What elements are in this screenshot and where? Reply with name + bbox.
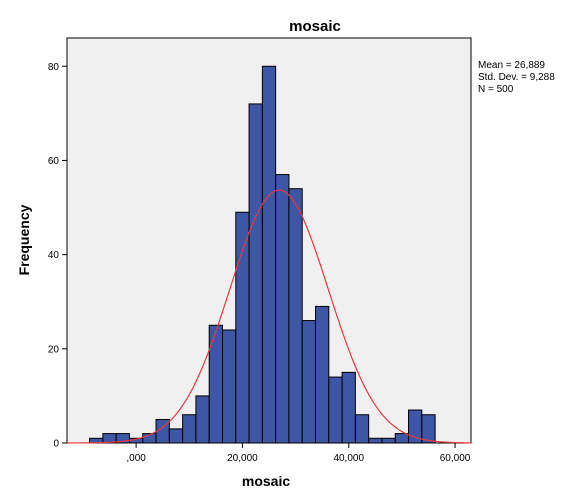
x-tick-label: 40,000 — [333, 453, 364, 464]
y-tick-label: 40 — [48, 250, 60, 261]
y-axis-label: Frequency — [16, 204, 32, 275]
histogram-bar — [394, 433, 410, 444]
histogram-bar — [195, 395, 210, 444]
y-tick-label: 0 — [53, 439, 59, 450]
normal-curve-layer — [66, 189, 472, 444]
x-axis: ,000 20,000 40,000 60,000 — [126, 443, 471, 464]
histogram-bar — [248, 103, 263, 444]
x-tick-label: 20,000 — [227, 453, 258, 464]
x-tick-label: 60,000 — [440, 453, 471, 464]
histogram-bar — [221, 329, 237, 444]
bars-layer — [89, 65, 436, 444]
histogram-bar — [315, 305, 330, 444]
histogram-bar — [168, 428, 184, 444]
chart-title: mosaic — [289, 18, 341, 35]
stat-std-dev: Std. Dev. = 9,288 — [478, 72, 555, 83]
y-tick-label: 80 — [48, 62, 60, 73]
histogram-bar — [235, 211, 250, 444]
y-tick-label: 60 — [48, 156, 60, 167]
histogram-bar — [341, 371, 356, 444]
histogram-bar — [275, 174, 290, 444]
x-tick-label: ,000 — [126, 453, 146, 464]
histogram-bar — [368, 437, 383, 444]
histogram-bar — [288, 188, 303, 444]
normal-curve — [66, 189, 472, 444]
histogram-bar — [381, 437, 396, 444]
histogram-bar — [354, 414, 370, 444]
histogram-bar — [261, 65, 277, 444]
stats-block: Mean = 26,889 Std. Dev. = 9,288 N = 500 — [478, 60, 555, 95]
histogram-bar — [182, 414, 197, 444]
histogram-bar — [301, 320, 317, 444]
stat-n: N = 500 — [478, 84, 514, 95]
histogram-bar — [421, 414, 436, 444]
histogram-bar — [328, 376, 343, 444]
stat-mean: Mean = 26,889 — [478, 60, 545, 71]
x-axis-label: mosaic — [242, 473, 290, 489]
y-axis: 0 20 40 60 80 — [48, 62, 67, 450]
y-tick-label: 20 — [48, 344, 60, 355]
